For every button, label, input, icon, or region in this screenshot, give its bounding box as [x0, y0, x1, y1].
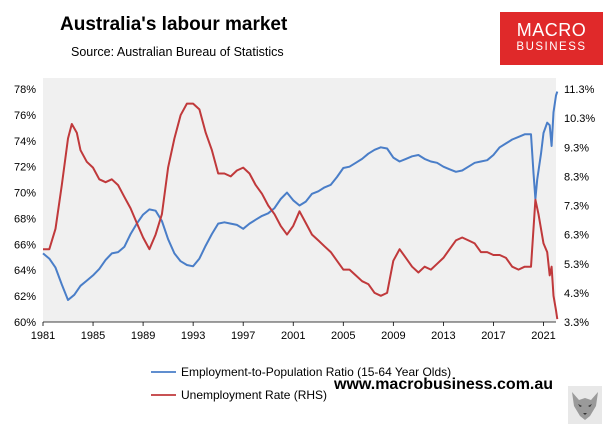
x-tick-label: 2013: [431, 330, 455, 342]
series-employment-line: [42, 91, 559, 301]
y-right-tick-label: 3.3%: [564, 317, 589, 329]
y-right-tick-label: 7.3%: [564, 201, 589, 213]
legend: Employment-to-Population Ratio (15-64 Ye…: [151, 365, 451, 402]
x-tick-label: 2001: [281, 330, 305, 342]
x-tick-label: 1993: [181, 330, 205, 342]
y-right-tick-label: 5.3%: [564, 259, 589, 271]
x-tick-label: 2021: [531, 330, 555, 342]
y-right-tick-label: 10.3%: [564, 113, 595, 125]
y-right-tick-label: 8.3%: [564, 171, 589, 183]
y-left-tick-label: 66%: [14, 239, 36, 251]
logo-line2: BUSINESS: [516, 41, 587, 53]
x-tick-label: 1981: [31, 330, 55, 342]
x-tick-label: 2005: [331, 330, 355, 342]
y-right-tick-label: 11.3%: [564, 84, 595, 96]
x-tick-label: 1989: [131, 330, 155, 342]
y-right-tick-label: 9.3%: [564, 142, 589, 154]
y-left-tick-label: 72%: [14, 162, 36, 174]
y-right-tick-label: 6.3%: [564, 230, 589, 242]
y-axis-left: 60% 62% 64% 66% 68% 70% 72% 74% 76% 78%: [14, 84, 36, 329]
footer-url: www.macrobusiness.com.au: [334, 376, 554, 393]
y-left-tick-label: 60%: [14, 317, 36, 329]
series-unemployment-line: [43, 102, 559, 320]
legend-label-employment: Employment-to-Population Ratio (15-64 Ye…: [181, 365, 451, 379]
y-left-tick-label: 64%: [14, 265, 36, 277]
wolf-logo-icon: [568, 386, 602, 424]
y-left-tick-label: 76%: [14, 110, 36, 122]
macrobusiness-logo: MACRO BUSINESS: [500, 12, 603, 65]
legend-label-unemployment: Unemployment Rate (RHS): [181, 388, 327, 402]
chart-subtitle: Source: Australian Bureau of Statistics: [71, 45, 284, 59]
x-tick-label: 1997: [231, 330, 255, 342]
x-tick-label: 1985: [81, 330, 105, 342]
x-axis: 1981 1985 1989 1993 1997 2001 2005 2009 2013 2017…: [31, 321, 556, 342]
y-axis-right: 3.3% 4.3% 5.3% 6.3% 7.3% 8.3% 9.3% 10.3% 11.3%: [564, 84, 595, 329]
series-layer: [42, 91, 559, 320]
y-left-tick-label: 78%: [14, 84, 36, 96]
logo-line1: MACRO: [516, 20, 587, 40]
y-right-tick-label: 4.3%: [564, 288, 589, 300]
chart-title: Australia's labour market: [60, 14, 288, 35]
y-left-tick-label: 62%: [14, 291, 36, 303]
y-left-tick-label: 70%: [14, 188, 36, 200]
plot-background: [43, 78, 556, 322]
y-left-tick-label: 74%: [14, 136, 36, 148]
x-tick-label: 2009: [381, 330, 405, 342]
x-tick-label: 2017: [481, 330, 505, 342]
y-left-tick-label: 68%: [14, 213, 36, 225]
